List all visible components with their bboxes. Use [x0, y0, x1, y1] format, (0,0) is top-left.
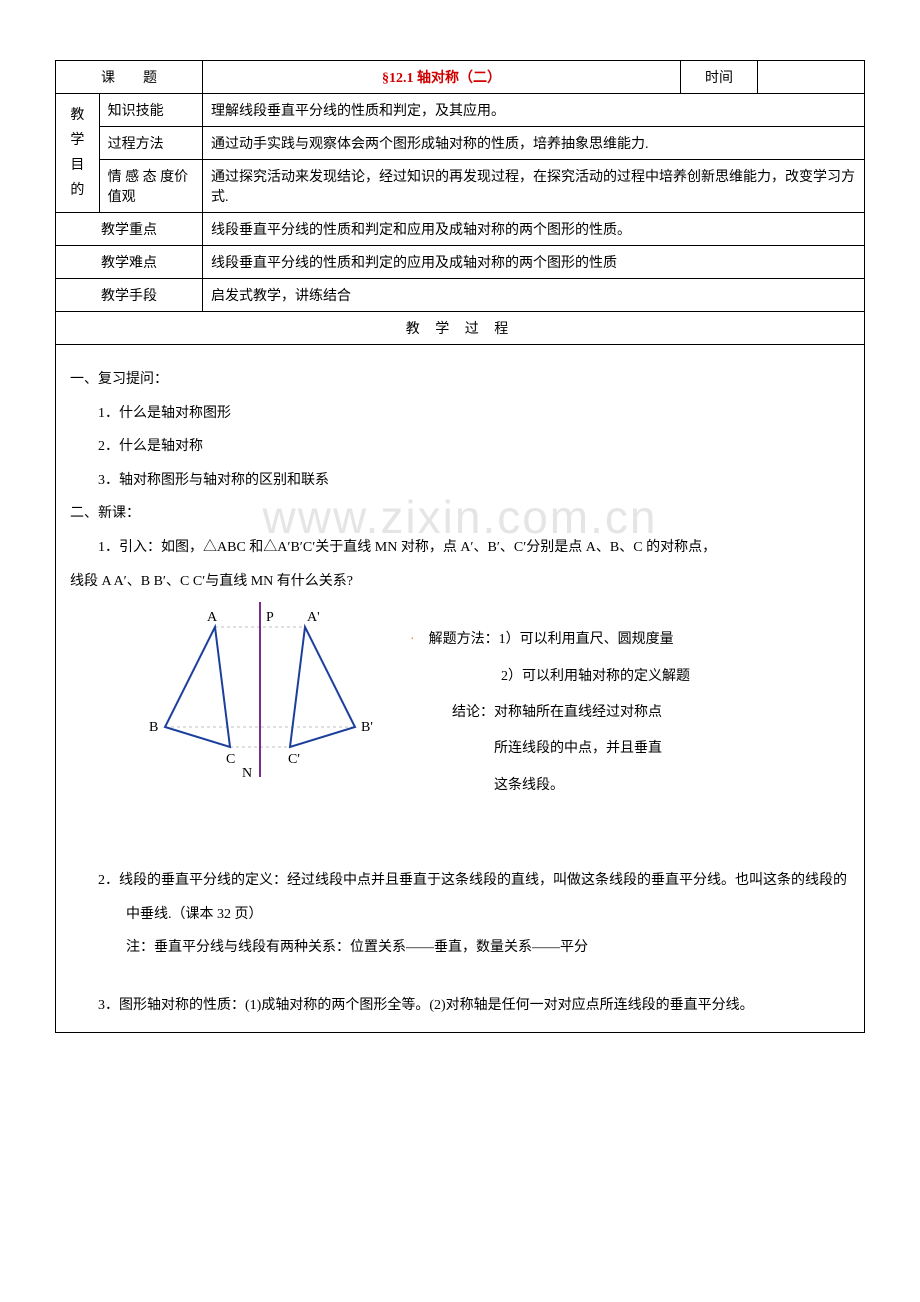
diagram-row: A A' B B' C C' P N · 解题方法：1）可以利用直尺、圆规度量 2）可以利用轴… [70, 592, 850, 804]
symmetry-diagram: A A' B B' C C' P N [110, 592, 410, 792]
review-q3: 3．轴对称图形与轴对称的区别和联系 [70, 464, 850, 498]
method-2: 2）可以利用轴对称的定义解题 [410, 659, 690, 695]
conclusion-1: 结论：对称轴所在直线经过对称点 [410, 695, 690, 731]
svg-text:C: C [226, 752, 235, 767]
time-value [758, 61, 865, 94]
svg-text:N: N [242, 766, 252, 781]
key-row-0-v: 线段垂直平分线的性质和判定和应用及成轴对称的两个图形的性质。 [203, 213, 865, 246]
topic-label: 课 题 [56, 61, 203, 94]
svg-text:A': A' [307, 610, 320, 625]
process-header: 教 学 过 程 [56, 312, 865, 345]
review-q2: 2．什么是轴对称 [70, 430, 850, 464]
definition-p2: 2．线段的垂直平分线的定义：经过线段中点并且垂直于这条线段的直线，叫做这条线段的… [98, 864, 850, 931]
review-q1: 1．什么是轴对称图形 [70, 397, 850, 431]
key-row-1-k: 教学难点 [56, 246, 203, 279]
lesson-header-table: 课 题 §12.1 轴对称（二） 时间 教学目的 知识技能 理解线段垂直平分线的… [55, 60, 865, 345]
bullet-icon: · [410, 632, 415, 647]
svg-text:P: P [266, 610, 274, 625]
svg-text:A: A [207, 610, 218, 625]
goal-key-2: 情 感 态 度价值观 [99, 160, 202, 213]
key-row-2-v: 启发式教学，讲练结合 [203, 279, 865, 312]
diagram-explanation: · 解题方法：1）可以利用直尺、圆规度量 2）可以利用轴对称的定义解题 结论：对… [410, 592, 690, 804]
svg-text:C': C' [288, 752, 300, 767]
goal-val-0: 理解线段垂直平分线的性质和判定，及其应用。 [203, 94, 865, 127]
goals-vertical-label: 教学目的 [56, 94, 100, 213]
key-row-2-k: 教学手段 [56, 279, 203, 312]
goal-key-0: 知识技能 [99, 94, 202, 127]
property-p3: 3．图形轴对称的性质：(1)成轴对称的两个图形全等。(2)对称轴是任何一对对应点… [70, 989, 850, 1023]
goal-val-2: 通过探究活动来发现结论，经过知识的再发现过程，在探究活动的过程中培养创新思维能力… [203, 160, 865, 213]
conclusion-2: 所连线段的中点，并且垂直 [410, 731, 690, 767]
lesson-body: 一、复习提问： 1．什么是轴对称图形 2．什么是轴对称 3．轴对称图形与轴对称的… [55, 345, 865, 1033]
section-1: 一、复习提问： [70, 363, 850, 397]
section-2: 二、新课： [70, 497, 850, 531]
svg-text:B: B [149, 720, 158, 735]
definition-note: 注：垂直平分线与线段有两种关系：位置关系——垂直，数量关系——平分 [70, 931, 850, 965]
goal-key-1: 过程方法 [99, 127, 202, 160]
intro-p1: 1．引入：如图，△ABC 和△A′B′C′关于直线 MN 对称，点 A′、B′、… [70, 531, 850, 565]
key-row-1-v: 线段垂直平分线的性质和判定的应用及成轴对称的两个图形的性质 [203, 246, 865, 279]
goal-val-1: 通过动手实践与观察体会两个图形成轴对称的性质，培养抽象思维能力. [203, 127, 865, 160]
key-row-0-k: 教学重点 [56, 213, 203, 246]
conclusion-3: 这条线段。 [410, 768, 690, 804]
lesson-title: §12.1 轴对称（二） [203, 61, 681, 94]
time-label: 时间 [681, 61, 758, 94]
svg-text:B': B' [361, 720, 373, 735]
